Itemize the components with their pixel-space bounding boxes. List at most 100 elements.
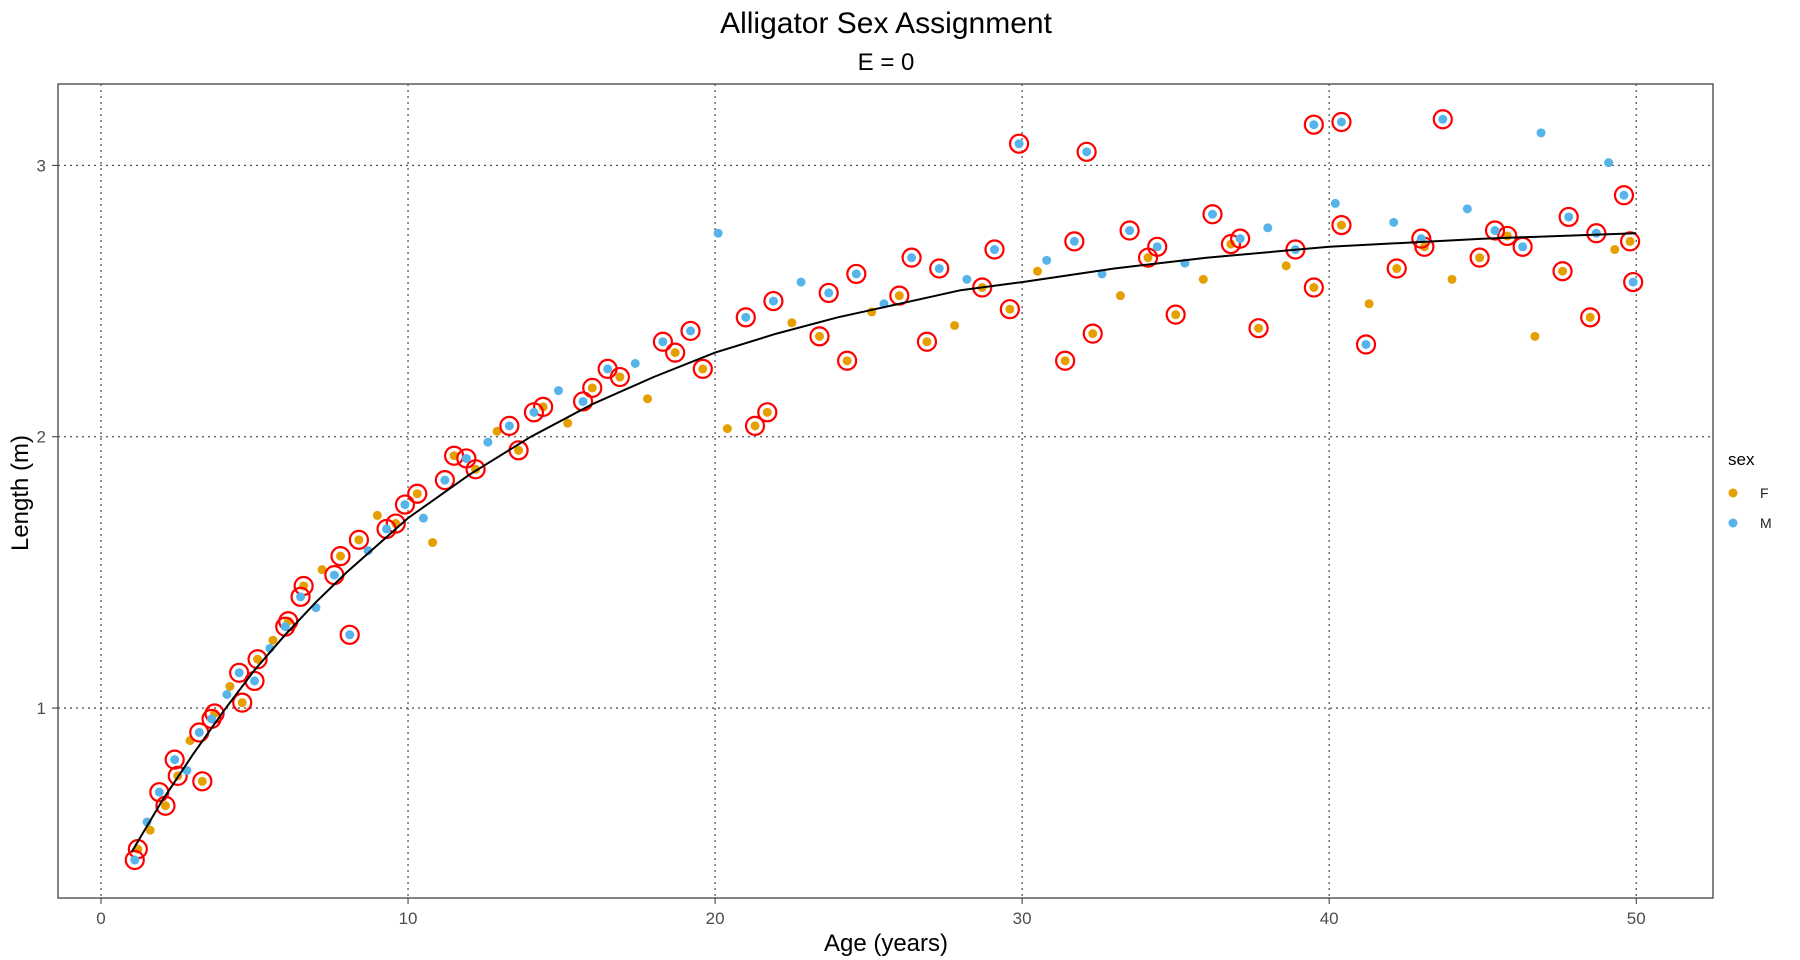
highlight-ring xyxy=(1411,228,1432,249)
y-tick-label: 1 xyxy=(37,699,46,718)
highlight-ring xyxy=(394,494,416,515)
gridlines xyxy=(58,84,1713,898)
data-point-F xyxy=(894,291,904,301)
data-point-M xyxy=(400,500,410,510)
data-point-F xyxy=(317,565,327,575)
highlight-ring xyxy=(916,331,938,352)
data-point-F xyxy=(1088,329,1098,339)
data-point-M xyxy=(741,312,751,322)
data-point-M xyxy=(1152,242,1162,252)
highlight-ring xyxy=(1613,185,1635,206)
highlight-ring xyxy=(1147,236,1168,257)
data-point-M xyxy=(1518,242,1528,252)
data-point-F xyxy=(237,698,247,708)
data-point-M xyxy=(1097,269,1107,279)
data-point-M xyxy=(962,274,972,284)
data-point-M xyxy=(907,253,917,263)
data-point-M xyxy=(658,337,668,347)
highlight-ring xyxy=(232,692,253,713)
highlight-ring xyxy=(523,402,545,423)
highlight-ring xyxy=(572,391,594,412)
data-point-F xyxy=(253,654,263,664)
data-point-F xyxy=(1610,245,1620,255)
data-point-M xyxy=(768,296,778,306)
legend: sex FM xyxy=(1728,450,1772,531)
highlight-ring xyxy=(124,849,145,871)
highlight-ring xyxy=(582,377,603,398)
data-point-F xyxy=(492,426,502,436)
chart-subtitle: E = 0 xyxy=(858,49,915,76)
data-point-F xyxy=(372,510,382,520)
highlight-ring xyxy=(1558,206,1579,228)
data-point-M xyxy=(483,437,493,447)
data-point-M xyxy=(504,421,514,431)
legend-label-F: F xyxy=(1760,485,1769,501)
highlight-ring xyxy=(1064,231,1085,252)
panel-border xyxy=(57,83,1714,899)
data-point-F xyxy=(722,424,732,434)
data-point-M xyxy=(1125,226,1135,236)
highlight-ring xyxy=(348,529,370,550)
data-points-layer xyxy=(124,109,1644,871)
data-point-F xyxy=(428,538,438,548)
y-axis-label: Length (m) xyxy=(7,435,34,551)
data-point-M xyxy=(1208,209,1218,219)
data-point-F xyxy=(268,635,278,645)
data-point-F xyxy=(1060,356,1070,366)
data-point-M xyxy=(578,396,588,406)
data-point-M xyxy=(1336,117,1346,127)
highlight-ring xyxy=(1008,133,1030,154)
data-point-F xyxy=(587,383,597,393)
x-tick-label: 0 xyxy=(96,909,105,928)
legend-label-M: M xyxy=(1760,515,1772,531)
highlight-ring xyxy=(290,586,311,607)
data-point-M xyxy=(382,524,392,534)
highlight-ring xyxy=(1303,277,1324,298)
data-point-M xyxy=(280,622,290,632)
data-point-M xyxy=(461,453,471,463)
highlight-ring xyxy=(1484,220,1506,241)
highlight-ring xyxy=(192,771,213,792)
data-point-F xyxy=(538,402,548,412)
x-tick-label: 30 xyxy=(1013,909,1032,928)
highlight-ring xyxy=(1580,307,1601,328)
data-point-F xyxy=(335,551,345,561)
plot-panel xyxy=(57,83,1714,899)
highlight-ring xyxy=(1230,228,1251,249)
highlight-ring xyxy=(846,263,867,285)
data-point-M xyxy=(440,475,450,485)
legend-title: sex xyxy=(1728,450,1755,469)
data-point-M xyxy=(222,690,232,699)
data-point-M xyxy=(1330,198,1340,208)
highlight-ring xyxy=(665,342,686,363)
data-point-M xyxy=(603,364,613,374)
data-point-F xyxy=(1198,274,1208,284)
data-point-M xyxy=(418,513,428,523)
data-point-M xyxy=(1042,255,1052,265)
fit-curve-layer xyxy=(130,232,1637,853)
data-point-M xyxy=(553,386,563,396)
data-point-F xyxy=(814,331,824,341)
data-point-M xyxy=(329,570,339,580)
highlight-ring xyxy=(434,470,455,491)
data-point-F xyxy=(787,318,797,328)
data-point-F xyxy=(160,801,170,811)
data-point-F xyxy=(762,407,772,417)
data-point-F xyxy=(842,356,852,366)
x-tick-label: 40 xyxy=(1320,909,1339,928)
data-point-M xyxy=(796,277,806,287)
data-point-M xyxy=(1438,114,1448,124)
data-point-M xyxy=(207,714,217,724)
legend-key-F xyxy=(1728,488,1738,498)
data-point-M xyxy=(1069,236,1079,246)
data-point-M xyxy=(130,855,140,865)
highlight-ring xyxy=(167,765,188,787)
data-point-F xyxy=(145,825,155,835)
data-point-F xyxy=(1171,310,1181,320)
data-point-F xyxy=(1254,323,1264,333)
y-tick-label: 2 xyxy=(37,428,46,447)
data-point-M xyxy=(1490,226,1500,236)
data-point-M xyxy=(1604,158,1614,168)
highlight-ring xyxy=(818,282,839,304)
data-point-M xyxy=(1462,204,1472,214)
